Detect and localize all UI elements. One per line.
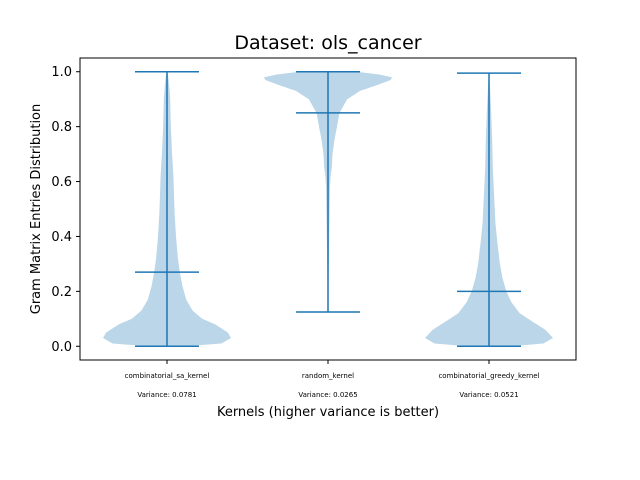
y-axis-label: Gram Matrix Entries Distribution — [29, 104, 44, 315]
x-axis-label: Kernels (higher variance is better) — [217, 405, 439, 420]
variance-label: Variance: 0.0521 — [459, 391, 518, 399]
x-tick-label: combinatorial_greedy_kernel — [438, 372, 539, 380]
y-tick-label: 1.0 — [51, 65, 72, 80]
x-axis: combinatorial_sa_kernel Variance: 0.0781 r… — [125, 360, 540, 399]
variance-label: Variance: 0.0781 — [137, 391, 196, 399]
y-tick-label: 0.0 — [51, 340, 72, 355]
variance-label: Variance: 0.0265 — [298, 391, 357, 399]
y-tick-label: 0.8 — [51, 120, 72, 135]
violins-layer — [103, 70, 553, 348]
y-axis: 0.0 0.2 0.4 0.6 0.8 1.0 — [51, 65, 80, 355]
y-tick-label: 0.6 — [51, 175, 72, 190]
y-tick-label: 0.2 — [51, 285, 72, 300]
y-tick-label: 0.4 — [51, 230, 72, 245]
x-tick-label: random_kernel — [302, 372, 354, 380]
x-tick-label: combinatorial_sa_kernel — [125, 372, 210, 380]
chart-title: Dataset: ols_cancer — [234, 32, 421, 54]
